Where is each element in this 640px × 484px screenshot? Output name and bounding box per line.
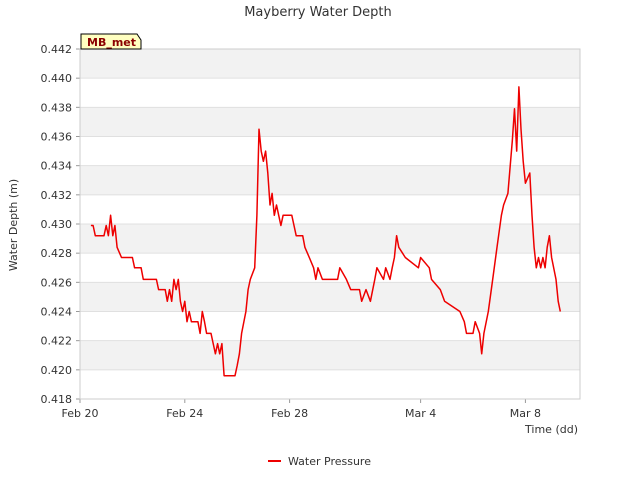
legend-label-water-pressure: Water Pressure bbox=[288, 455, 371, 468]
series-line-water-pressure bbox=[90, 86, 562, 377]
y-tick-label: 0.418 bbox=[41, 393, 73, 406]
legend: Water Pressure bbox=[268, 455, 371, 468]
grid-band bbox=[80, 136, 580, 166]
y-tick-label: 0.432 bbox=[41, 189, 73, 202]
x-tick-label: Feb 24 bbox=[166, 407, 203, 420]
y-tick-label: 0.438 bbox=[41, 101, 73, 114]
x-tick-label: Mar 4 bbox=[405, 407, 436, 420]
y-tick-label: 0.420 bbox=[41, 364, 73, 377]
x-axis-label: Time (dd) bbox=[524, 423, 578, 436]
x-tick-label: Mar 8 bbox=[510, 407, 541, 420]
grid-band bbox=[80, 165, 580, 195]
x-tick-label: Feb 28 bbox=[271, 407, 308, 420]
grid-bands bbox=[80, 48, 580, 400]
grid-band bbox=[80, 253, 580, 283]
axis-ticks: 0.418 0.420 0.422 0.424 0.426 0.428 0.430 0.432… bbox=[41, 43, 542, 420]
y-tick-label: 0.434 bbox=[41, 160, 73, 173]
site-label-badge: MB_met bbox=[80, 33, 142, 50]
site-label-box bbox=[80, 33, 142, 50]
site-label-text: MB_met bbox=[87, 36, 136, 49]
grid-band bbox=[80, 224, 580, 254]
y-tick-label: 0.426 bbox=[41, 276, 73, 289]
y-tick-label: 0.422 bbox=[41, 335, 73, 348]
grid-band bbox=[80, 194, 580, 224]
grid-band bbox=[80, 340, 580, 370]
x-tick-label: Feb 20 bbox=[62, 407, 99, 420]
grid-band bbox=[80, 311, 580, 341]
y-axis-label: Water Depth (m) bbox=[7, 179, 20, 271]
chart-title: Mayberry Water Depth bbox=[244, 5, 392, 20]
grid-band bbox=[80, 107, 580, 137]
grid-band bbox=[80, 49, 580, 79]
y-tick-label: 0.440 bbox=[41, 72, 73, 85]
grid-band bbox=[80, 369, 580, 399]
y-tick-label: 0.442 bbox=[41, 43, 73, 56]
y-tick-label: 0.424 bbox=[41, 306, 73, 319]
y-tick-label: 0.428 bbox=[41, 247, 73, 260]
grid-band bbox=[80, 282, 580, 312]
y-tick-label: 0.430 bbox=[41, 218, 73, 231]
plot-frame bbox=[79, 48, 581, 400]
grid-band bbox=[80, 78, 580, 108]
y-tick-label: 0.436 bbox=[41, 131, 73, 144]
